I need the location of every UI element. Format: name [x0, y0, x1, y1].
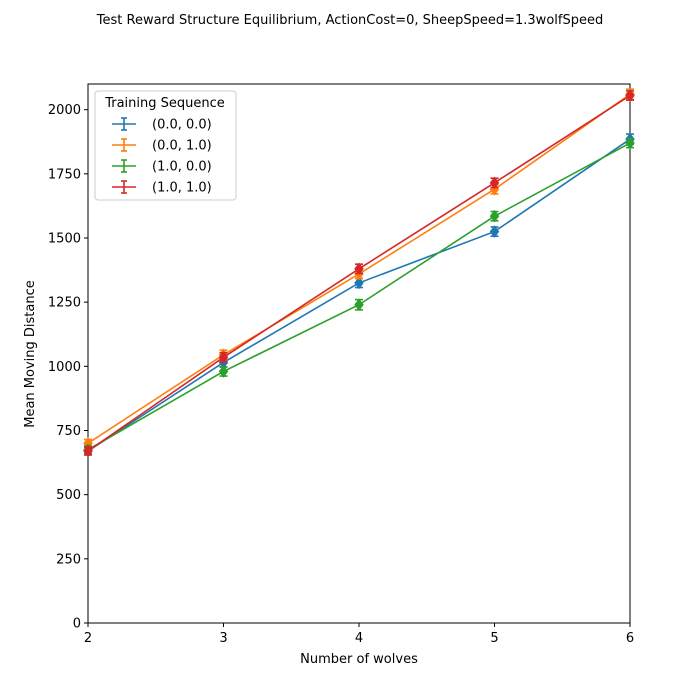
y-tick-label: 1500	[48, 232, 81, 247]
x-tick-label: 4	[355, 631, 363, 646]
data-point	[489, 209, 500, 223]
chart-title: Test Reward Structure Equilibrium, Actio…	[96, 13, 603, 28]
data-point	[218, 365, 229, 378]
legend-item: (0.0, 0.0)	[112, 117, 212, 133]
series-layer	[83, 87, 635, 458]
x-tick-label: 5	[490, 631, 498, 646]
legend-label: (0.0, 1.0)	[152, 139, 212, 154]
y-tick-label: 1000	[48, 360, 81, 375]
y-tick-label: 250	[56, 552, 81, 567]
data-point	[218, 350, 229, 364]
data-point	[625, 89, 635, 102]
legend-title: Training Sequence	[104, 96, 225, 111]
y-tick-label: 2000	[48, 103, 81, 118]
data-point	[354, 298, 364, 312]
data-point	[489, 176, 500, 190]
legend-label: (1.0, 1.0)	[152, 181, 212, 196]
y-tick-label: 750	[56, 424, 81, 439]
y-tick-label: 1750	[48, 167, 81, 182]
x-axis-ticks: 2 3 4 5 6	[84, 623, 634, 646]
x-axis-title: Number of wolves	[300, 652, 418, 667]
y-tick-label: 500	[56, 488, 81, 503]
legend-item: (1.0, 1.0)	[112, 180, 212, 196]
legend-box	[94, 90, 237, 201]
legend-items: (0.0, 0.0) (0.0, 1.0) (1.0, 0.0) (1.0, 1.0)	[112, 117, 212, 196]
legend-label: (1.0, 0.0)	[152, 160, 212, 175]
y-axis-ticks: 0 250 500 750 1000 1250 1500 1750 2000	[48, 103, 88, 632]
y-tick-label: 0	[73, 617, 81, 632]
data-point	[83, 444, 93, 458]
legend-label: (0.0, 0.0)	[152, 118, 212, 133]
data-point	[354, 276, 364, 290]
data-point	[489, 225, 500, 238]
x-tick-label: 3	[219, 631, 227, 646]
legend-item: (1.0, 0.0)	[112, 159, 212, 175]
x-tick-label: 6	[626, 631, 634, 646]
legend-item: (0.0, 1.0)	[112, 138, 212, 154]
x-tick-label: 2	[84, 631, 92, 646]
legend: Training Sequence (0.0, 0.0) (0.0, 1.0) (1…	[94, 90, 237, 201]
series-4	[83, 89, 635, 458]
y-axis-title: Mean Moving Distance	[23, 280, 38, 428]
data-point	[354, 262, 364, 276]
data-point	[625, 136, 635, 150]
y-tick-label: 1250	[48, 296, 81, 311]
